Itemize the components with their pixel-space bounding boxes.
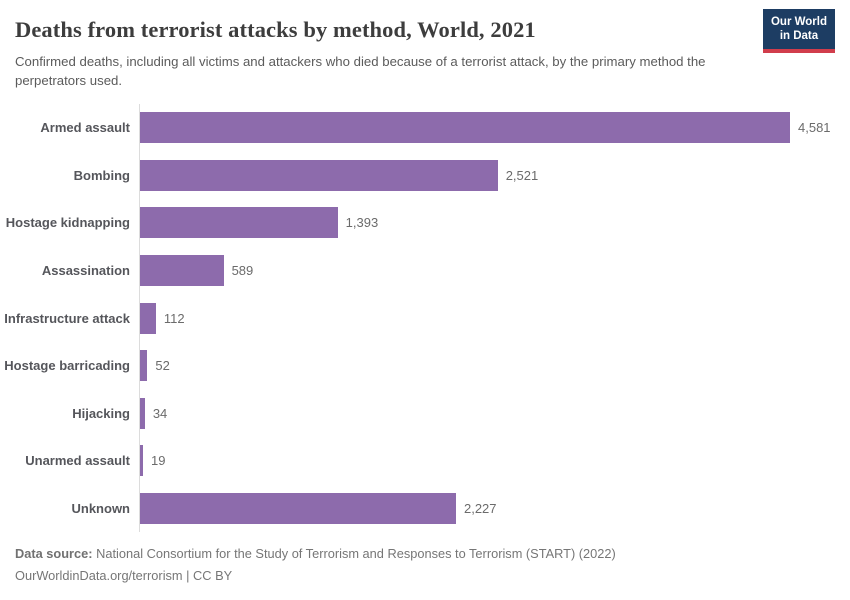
value-label: 52 — [155, 358, 170, 374]
category-label: Hijacking — [72, 405, 130, 421]
bar[interactable] — [140, 302, 156, 334]
data-source-line: Data source: National Consortium for the… — [15, 543, 835, 565]
bar-track: 34 — [140, 397, 835, 429]
header: Deaths from terrorist attacks by method,… — [15, 9, 835, 90]
category-label: Infrastructure attack — [4, 310, 130, 326]
bar-row: Hostage barricading 52 — [0, 342, 835, 390]
owid-logo[interactable]: Our World in Data — [762, 9, 835, 53]
category-label: Armed assault — [40, 120, 130, 136]
value-label: 112 — [163, 310, 185, 326]
attribution-line: OurWorldinData.org/terrorism | CC BY — [15, 568, 233, 583]
bar-row: Assassination 589 — [0, 247, 835, 295]
category-label: Unarmed assault — [25, 453, 130, 469]
bar-track: 19 — [140, 445, 835, 477]
bar-row: Bombing 2,521 — [0, 152, 835, 200]
value-label: 19 — [151, 453, 166, 469]
category-label: Assassination — [41, 262, 130, 278]
chart-subtitle: Confirmed deaths, including all victims … — [15, 54, 706, 89]
bar-track: 589 — [140, 254, 835, 286]
category-label: Unknown — [71, 500, 131, 516]
bar[interactable] — [140, 350, 148, 382]
footer: Data source: National Consortium for the… — [15, 543, 835, 587]
bar-track: 1,393 — [140, 207, 835, 239]
bar[interactable] — [140, 207, 338, 239]
value-label: 4,581 — [798, 120, 831, 136]
bar-row: Hijacking 34 — [0, 389, 835, 437]
chart-title: Deaths from terrorist attacks by method,… — [15, 17, 536, 42]
bar-track: 112 — [140, 302, 835, 334]
bar-row: Unknown 2,227 — [0, 485, 835, 533]
owid-logo-line2: in Data — [779, 30, 819, 43]
owid-logo-line1: Our World — [770, 16, 827, 28]
y-axis-line — [139, 104, 140, 532]
bar-row: Unarmed assault 19 — [0, 437, 835, 485]
category-label: Hostage barricading — [4, 358, 130, 374]
data-source-label: Data source: — [15, 546, 93, 561]
data-source-text: National Consortium for the Study of Ter… — [92, 546, 616, 561]
bar-rows: Armed assault 4,581 Bombing 2,521 Hostage ki… — [0, 104, 835, 532]
value-label: 2,521 — [505, 167, 539, 183]
bar[interactable] — [140, 159, 498, 191]
bar[interactable] — [140, 445, 143, 477]
bar-track: 2,521 — [140, 159, 835, 191]
value-label: 589 — [231, 262, 254, 278]
value-label: 2,227 — [463, 500, 497, 516]
category-label: Hostage kidnapping — [5, 215, 130, 231]
value-label: 34 — [152, 405, 168, 421]
bar[interactable] — [140, 112, 790, 144]
bar-row: Armed assault 4,581 — [0, 104, 835, 152]
bar-chart: Armed assault 4,581 Bombing 2,521 Hostage ki… — [0, 104, 835, 532]
category-label: Bombing — [73, 167, 130, 183]
value-label: 1,393 — [345, 215, 379, 231]
bar-track: 4,581 — [140, 112, 835, 144]
bar-row: Infrastructure attack 112 — [0, 294, 835, 342]
bar-track: 2,227 — [140, 492, 835, 524]
bar[interactable] — [140, 492, 456, 524]
bar-row: Hostage kidnapping 1,393 — [0, 199, 835, 247]
bar[interactable] — [140, 254, 224, 286]
bar[interactable] — [140, 397, 145, 429]
bar-track: 52 — [140, 350, 835, 382]
